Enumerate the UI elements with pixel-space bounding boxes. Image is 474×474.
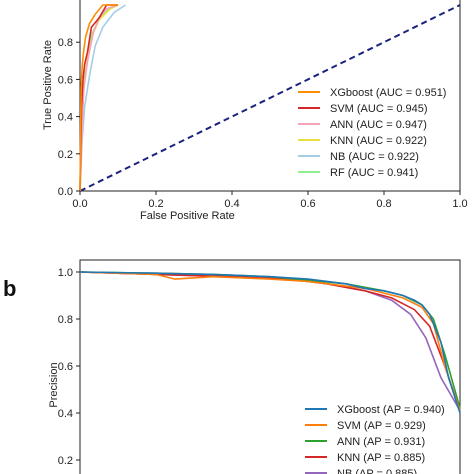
roc-x-tick-label: 0.8: [376, 198, 391, 210]
pr-line-knn: [79, 271, 461, 411]
roc-line-svm: [79, 4, 118, 192]
roc-y-axis-label: True Positive Rate: [42, 40, 54, 130]
roc-legend-entry-rf: RF (AUC = 0.941): [330, 167, 418, 179]
roc-y-tick-label: 0.6: [58, 74, 73, 86]
roc-x-tick-label: 0.4: [224, 198, 239, 210]
roc-panel: 0.0 0.2 0.4 0.6 0.8 0.0 0.2 0.4 0.6 0.8 1.0 False…: [42, 0, 468, 222]
panel-b-letter: b: [3, 276, 16, 301]
roc-legend-entry-ann: ANN (AUC = 0.947): [330, 119, 427, 131]
roc-line-ann: [79, 4, 119, 192]
pr-line-xgboost: [79, 271, 461, 414]
roc-y-tick-label: 0.8: [58, 37, 73, 49]
pr-panel: 0.2 0.4 0.6 0.8 1.0 Precision XGboost (AP = …: [48, 259, 461, 474]
pr-y-tick-label: 1.0: [58, 267, 73, 279]
pr-y-ticks: 0.2 0.4 0.6 0.8 1.0: [58, 267, 80, 467]
roc-line-xgboost: [79, 4, 118, 192]
roc-y-tick-label: 0.4: [58, 112, 73, 124]
roc-x-tick-label: 0.2: [148, 198, 163, 210]
pr-legend-entry-ann: ANN (AP = 0.931): [337, 436, 425, 448]
roc-x-tick-label: 0.0: [72, 198, 87, 210]
roc-x-ticks: 0.0 0.2 0.4 0.6 0.8 1.0: [72, 191, 468, 210]
pr-y-tick-label: 0.4: [58, 408, 73, 420]
pr-legend-entry-svm: SVM (AP = 0.929): [337, 420, 426, 432]
roc-legend-entry-svm: SVM (AUC = 0.945): [330, 103, 428, 115]
pr-legend-entry-nb: NB (AP = 0.885): [337, 468, 417, 474]
pr-y-axis-label: Precision: [48, 362, 60, 407]
pr-lines: [79, 271, 461, 414]
roc-y-tick-label: 0.2: [58, 149, 73, 161]
pr-y-tick-label: 0.2: [58, 455, 73, 467]
roc-x-tick-label: 0.6: [300, 198, 315, 210]
roc-legend-entry-knn: KNN (AUC = 0.922): [330, 135, 427, 147]
roc-x-tick-label: 1.0: [452, 198, 467, 210]
pr-legend-entry-xgboost: XGboost (AP = 0.940): [337, 404, 445, 416]
roc-lines: [79, 4, 461, 192]
roc-legend: XGboost (AUC = 0.951) SVM (AUC = 0.945) AN…: [298, 87, 446, 179]
roc-legend-entry-xgboost: XGboost (AUC = 0.951): [330, 87, 446, 99]
pr-y-tick-label: 0.6: [58, 361, 73, 373]
roc-legend-entry-nb: NB (AUC = 0.922): [330, 151, 419, 163]
roc-y-tick-label: 0.0: [58, 186, 73, 198]
roc-diagonal-reference: [79, 4, 461, 192]
pr-y-tick-label: 0.8: [58, 314, 73, 326]
roc-x-axis-label: False Positive Rate: [140, 210, 235, 222]
roc-y-ticks: 0.0 0.2 0.4 0.6 0.8: [58, 37, 80, 198]
pr-legend: XGboost (AP = 0.940) SVM (AP = 0.929) ANN …: [305, 404, 445, 474]
pr-legend-entry-knn: KNN (AP = 0.885): [337, 452, 425, 464]
